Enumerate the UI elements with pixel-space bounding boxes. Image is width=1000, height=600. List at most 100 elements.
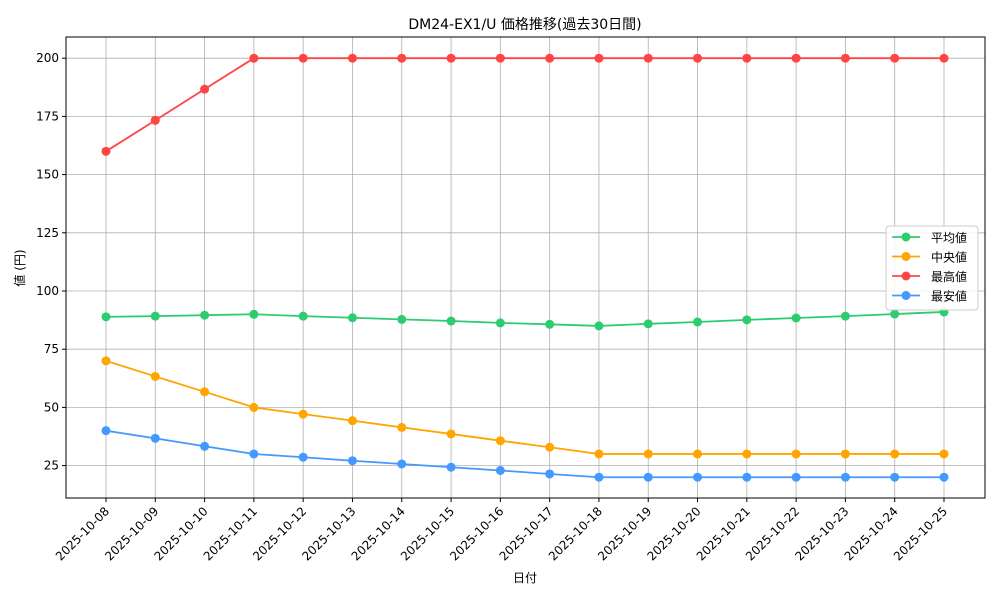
data-point	[545, 469, 555, 479]
data-point	[594, 472, 604, 482]
data-point	[446, 429, 456, 439]
data-point	[840, 53, 850, 63]
legend-marker	[901, 271, 911, 281]
data-point	[347, 53, 357, 63]
data-point	[200, 441, 210, 451]
data-point	[249, 402, 259, 412]
data-point	[397, 422, 407, 432]
y-tick-label: 200	[36, 51, 59, 65]
data-point	[495, 436, 505, 446]
series-line	[105, 359, 944, 455]
data-point	[347, 456, 357, 466]
data-point	[495, 53, 505, 63]
y-tick-label: 150	[36, 168, 59, 182]
data-point	[742, 449, 752, 459]
data-point	[643, 319, 653, 329]
data-point	[693, 449, 703, 459]
data-point	[693, 53, 703, 63]
data-point	[890, 449, 900, 459]
data-point	[742, 53, 752, 63]
data-point	[939, 472, 949, 482]
data-point	[298, 409, 308, 419]
data-point	[446, 462, 456, 472]
data-point	[791, 472, 801, 482]
data-point	[939, 449, 949, 459]
data-point	[643, 472, 653, 482]
data-point	[101, 426, 111, 436]
data-point	[545, 53, 555, 63]
legend-label: 最高値	[931, 269, 967, 284]
data-point	[298, 311, 308, 321]
data-point	[791, 313, 801, 323]
y-tick-label: 75	[44, 342, 59, 356]
data-point	[791, 449, 801, 459]
y-axis-label: 値 (円)	[12, 249, 27, 286]
data-point	[446, 53, 456, 63]
data-point	[397, 53, 407, 63]
plot-frame	[65, 36, 986, 499]
y-tick-label: 25	[44, 459, 59, 473]
data-point	[939, 53, 949, 63]
data-point	[101, 312, 111, 322]
y-tick-label: 50	[44, 400, 59, 414]
data-point	[101, 146, 111, 156]
data-point	[249, 449, 259, 459]
data-point	[150, 311, 160, 321]
data-point	[200, 387, 210, 397]
data-point	[495, 465, 505, 475]
data-point	[249, 309, 259, 319]
data-point	[495, 318, 505, 328]
x-axis-label: 日付	[513, 571, 537, 585]
data-point	[200, 310, 210, 320]
data-point	[150, 433, 160, 443]
data-point	[150, 115, 160, 125]
data-point	[397, 314, 407, 324]
data-point	[347, 416, 357, 426]
data-point	[693, 472, 703, 482]
data-point	[742, 315, 752, 325]
legend-label: 中央値	[931, 250, 967, 265]
data-point	[594, 449, 604, 459]
data-point	[840, 472, 850, 482]
data-point	[840, 449, 850, 459]
data-point	[545, 442, 555, 452]
data-point	[643, 449, 653, 459]
y-tick-label: 125	[36, 226, 59, 240]
data-point	[693, 317, 703, 327]
data-point	[446, 316, 456, 326]
data-point	[298, 452, 308, 462]
data-point	[347, 313, 357, 323]
data-point	[298, 53, 308, 63]
legend-label: 平均値	[931, 230, 967, 245]
data-point	[594, 53, 604, 63]
legend-marker	[901, 291, 911, 300]
legend-box	[885, 225, 979, 311]
series-line	[105, 429, 944, 479]
legend-marker	[901, 252, 911, 261]
chart-title: DM24-EX1/U 価格推移(過去30日間)	[408, 17, 641, 33]
data-point	[791, 53, 801, 63]
data-point	[397, 459, 407, 469]
data-point	[643, 53, 653, 63]
data-point	[594, 321, 604, 331]
y-tick-label: 100	[36, 284, 59, 298]
legend-marker	[901, 232, 911, 242]
data-point	[890, 472, 900, 482]
data-point	[200, 84, 210, 94]
y-tick-label: 175	[36, 109, 59, 123]
data-point	[840, 311, 850, 321]
data-point	[150, 371, 160, 381]
data-point	[890, 309, 900, 319]
data-point	[545, 319, 555, 329]
data-point	[742, 472, 752, 482]
data-point	[890, 53, 900, 63]
legend-label: 最安値	[931, 289, 967, 304]
data-point	[101, 356, 111, 366]
series-line	[105, 57, 944, 153]
series-line	[105, 311, 945, 327]
grid	[66, 37, 985, 498]
data-point	[249, 53, 259, 63]
